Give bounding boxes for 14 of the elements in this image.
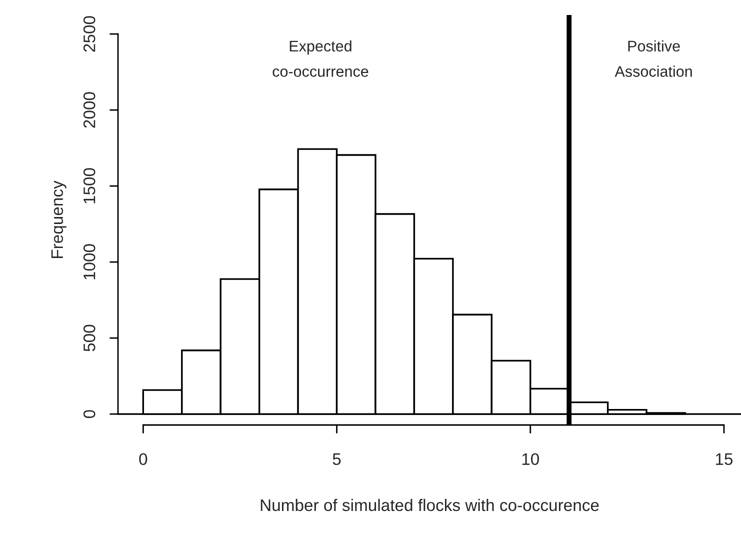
x-tick-label: 5 [332, 453, 341, 466]
annotation: Positive Association [614, 40, 692, 77]
y-axis-title: Frequency [51, 180, 66, 258]
x-axis-title: Number of simulated flocks with co-occurence [260, 498, 599, 512]
y-tick-label: 2500 [83, 16, 96, 52]
y-tick-label: 500 [83, 324, 96, 352]
x-tick-label: 15 [716, 453, 733, 466]
annotation: Expected co-occurrence [272, 40, 368, 77]
x-tick-label: 10 [522, 453, 539, 466]
y-tick-label: 1500 [83, 168, 96, 204]
y-tick-label: 1000 [83, 244, 96, 280]
y-tick-label: 0 [83, 410, 96, 418]
y-tick-label: 2000 [83, 92, 96, 128]
x-tick-label: 0 [139, 453, 148, 466]
